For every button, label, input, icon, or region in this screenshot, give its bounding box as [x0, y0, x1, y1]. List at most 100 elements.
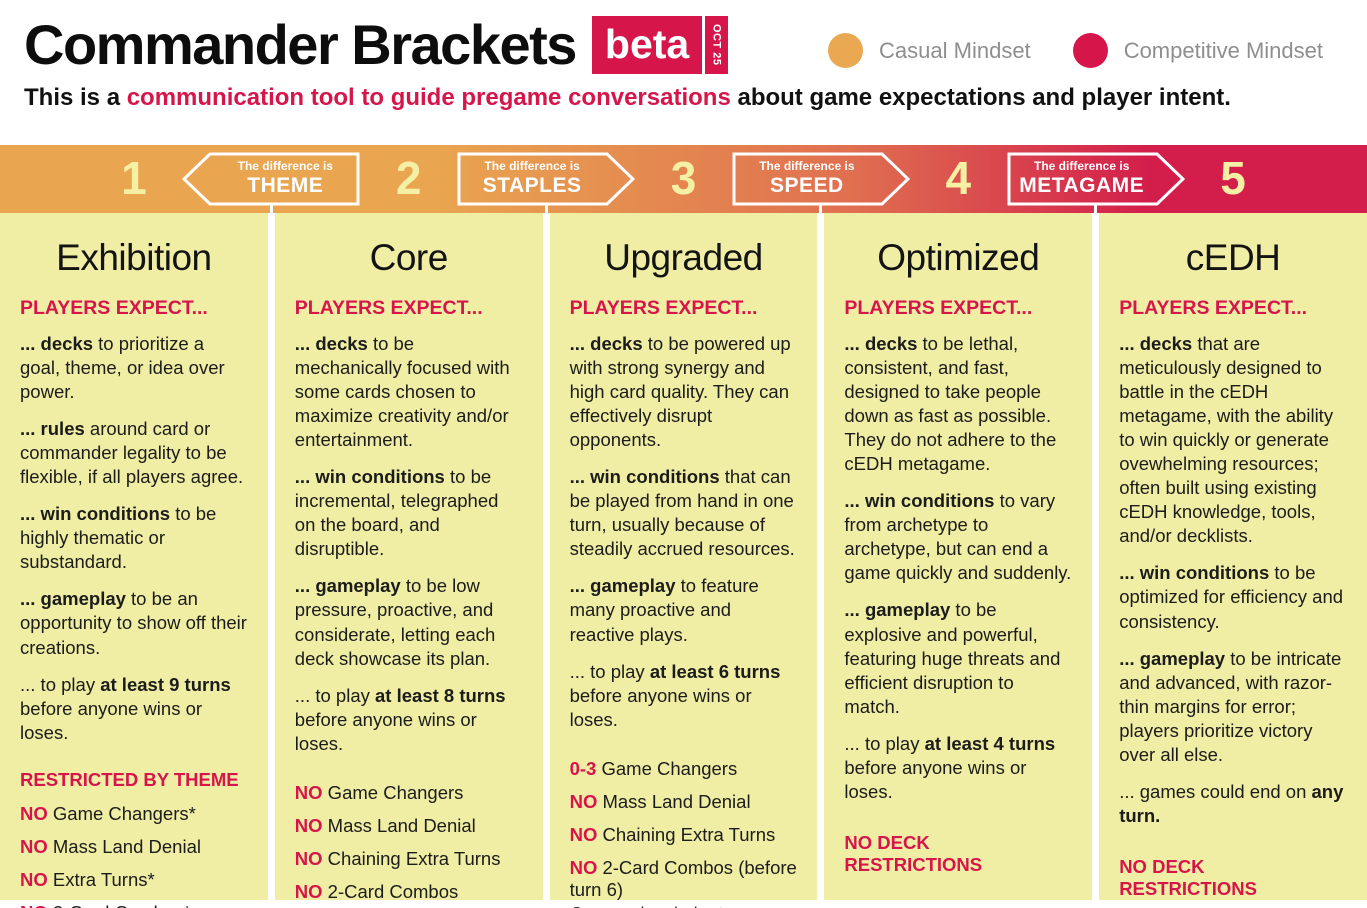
expect-paragraph: ... games could end on any turn.: [1119, 780, 1344, 826]
expect-paragraph: ... gameplay to be low pressure, proacti…: [294, 575, 496, 669]
arrow-prefix-label: The difference is: [1034, 159, 1130, 174]
arrow-text: The difference is THEME: [210, 152, 360, 206]
restriction-line: NO Chaining Extra Turns: [294, 847, 501, 869]
restriction-prefix: NO: [569, 790, 598, 812]
restriction-prefix: NO: [569, 823, 598, 845]
arrow-prefix-label: The difference is: [237, 159, 333, 174]
restriction-prefix: NO: [20, 868, 48, 890]
expect-paragraph: ... decks to prioritize a goal, theme, o…: [20, 333, 225, 403]
expect-paragraph: ... decks that are meticulously designed…: [1119, 333, 1334, 547]
beta-badge: beta OCT 25: [591, 16, 729, 74]
restriction-prefix: NO: [569, 856, 598, 878]
arrow-text: The difference is METAGAME: [1007, 152, 1157, 206]
arrow-pointer-tick: [269, 205, 273, 213]
arrow-word-label: SPEED: [770, 173, 844, 197]
restriction-line: NO 2-Card Combos: [294, 880, 459, 902]
bracket-column-upgraded: Upgraded PLAYERS EXPECT... ... decks to be…: [549, 213, 818, 908]
header: Commander Brackets beta OCT 25 Casual Mi…: [0, 0, 1367, 145]
bracket-column-optimized: Optimized PLAYERS EXPECT... ... decks to b…: [824, 213, 1093, 900]
expect-paragraph: ... win conditions to be incremental, te…: [294, 466, 499, 560]
bracket-column-core: Core PLAYERS EXPECT... ... decks to be mec…: [274, 213, 543, 908]
legend-item-casual: Casual Mindset: [828, 33, 1031, 68]
column-title: Upgraded: [604, 237, 763, 278]
restriction-prefix: NO: [294, 880, 323, 902]
arrow-pointer-tick: [819, 205, 823, 213]
competitive-mindset-dot-icon: [1072, 33, 1108, 68]
restriction-line: NO Mass Land Denial: [20, 835, 201, 857]
bracket-number-2: 2: [395, 152, 422, 204]
casual-mindset-label: Casual Mindset: [879, 37, 1031, 63]
players-expect-header: PLAYERS EXPECT...: [20, 297, 208, 319]
players-expect-header: PLAYERS EXPECT...: [1119, 297, 1308, 319]
difference-arrow-speed: The difference is SPEED: [732, 145, 910, 213]
players-expect-header: PLAYERS EXPECT...: [294, 297, 483, 319]
arrow-text: The difference is STAPLES: [457, 152, 607, 206]
column-title: Exhibition: [56, 237, 212, 278]
restrictions-list: NO Game Changers* NO Mass Land Denial NO E…: [20, 803, 248, 908]
expect-paragraph: ... to play at least 6 turns before anyo…: [569, 660, 781, 730]
restriction-line: NO 2-Card Combos (before turn 6): [569, 856, 797, 900]
expect-paragraph: ... win conditions that can be played fr…: [569, 466, 795, 560]
restriction-prefix: NO: [294, 781, 323, 803]
expect-paragraph: ... rules around card or commander legal…: [20, 418, 244, 488]
bracket-number-4: 4: [945, 152, 972, 204]
subtitle: This is a communication tool to guide pr…: [0, 74, 1367, 112]
subtitle-highlight: communication tool to guide pregame conv…: [126, 84, 731, 111]
arrow-shape-icon: [732, 152, 910, 206]
expect-paragraph: ... decks to be powered up with strong s…: [569, 333, 791, 451]
bracket-bar: 1 2 3 4 5 The difference is THEME The differenc…: [0, 145, 1367, 213]
column-title: Core: [369, 237, 449, 278]
arrow-shape-icon: [182, 152, 360, 206]
bracket-column-cedh: cEDH PLAYERS EXPECT... ... decks that are …: [1099, 213, 1367, 900]
restriction-note: Game-enders, lockouts or infinites: [295, 907, 523, 908]
players-expect-header: PLAYERS EXPECT...: [569, 297, 758, 319]
restriction-prefix: NO: [294, 814, 323, 836]
arrow-word-label: METAGAME: [1019, 173, 1145, 197]
expect-paragraph: ... gameplay to be intricate and advance…: [1119, 647, 1342, 765]
restriction-prefix: NO: [294, 847, 323, 869]
restriction-line: NO 2-Card Combos*: [20, 902, 248, 908]
column-title: cEDH: [1185, 237, 1281, 278]
restrictions-list: NO Game Changers NO Mass Land Denial NO Ch…: [295, 782, 523, 908]
restriction-line: NO Chaining Extra Turns: [569, 823, 776, 845]
arrow-shape-icon: [1007, 152, 1185, 206]
restriction-line: NO Game Changers: [294, 781, 464, 803]
casual-mindset-dot-icon: [828, 33, 864, 68]
title-row: Commander Brackets beta OCT 25: [0, 0, 1367, 74]
difference-arrow-staples: The difference is STAPLES: [457, 145, 636, 213]
expect-paragraph: ... win conditions to vary from archetyp…: [844, 490, 1072, 584]
subtitle-pre: This is a: [24, 84, 127, 111]
arrow-prefix-label: The difference is: [484, 159, 580, 174]
restriction-prefix: NO: [20, 902, 48, 908]
arrow-word-label: THEME: [247, 173, 324, 197]
restriction-line: NO Extra Turns*: [20, 868, 155, 890]
no-deck-restrictions-label: NO DECK RESTRICTIONS: [844, 831, 983, 875]
restriction-note: Game-enders, lockouts or infinites: [570, 905, 798, 908]
difference-arrow-theme: The difference is THEME: [182, 145, 360, 213]
competitive-mindset-label: Competitive Mindset: [1123, 37, 1323, 63]
arrow-text: The difference is SPEED: [732, 152, 882, 206]
restriction-prefix: NO: [20, 802, 48, 824]
expect-paragraph: ... gameplay to be explosive and powerfu…: [844, 599, 1061, 717]
beta-label: beta: [591, 16, 703, 74]
restriction-line: 0-3 Game Changers: [569, 757, 738, 779]
no-deck-restrictions-label: NO DECK RESTRICTIONS: [1119, 855, 1257, 899]
restriction-line: NO Game Changers*: [20, 802, 196, 824]
expect-paragraph: ... to play at least 8 turns before anyo…: [294, 684, 506, 754]
expect-paragraph: ... to play at least 9 turns before anyo…: [20, 673, 231, 743]
expect-paragraph: ... win conditions to be optimized for e…: [1119, 562, 1344, 632]
restriction-line: NO Mass Land Denial: [569, 790, 751, 812]
difference-arrow-metagame: The difference is METAGAME: [1007, 145, 1185, 213]
bracket-number-5: 5: [1220, 152, 1246, 204]
bracket-number-3: 3: [670, 152, 697, 204]
column-title: Optimized: [877, 237, 1040, 278]
arrow-prefix-label: The difference is: [759, 159, 855, 174]
restrictions-list: 0-3 Game Changers NO Mass Land Denial NO C…: [570, 758, 798, 908]
expect-paragraph: ... gameplay to feature many proactive a…: [569, 575, 759, 645]
arrow-word-label: STAPLES: [482, 173, 582, 197]
subtitle-post: about game expectations and player inten…: [730, 84, 1231, 111]
beta-date-label: OCT 25: [705, 16, 729, 74]
arrow-pointer-tick: [544, 205, 548, 213]
restrictions-header: RESTRICTED BY THEME: [20, 768, 239, 790]
expect-paragraph: ... win conditions to be highly thematic…: [20, 503, 217, 573]
